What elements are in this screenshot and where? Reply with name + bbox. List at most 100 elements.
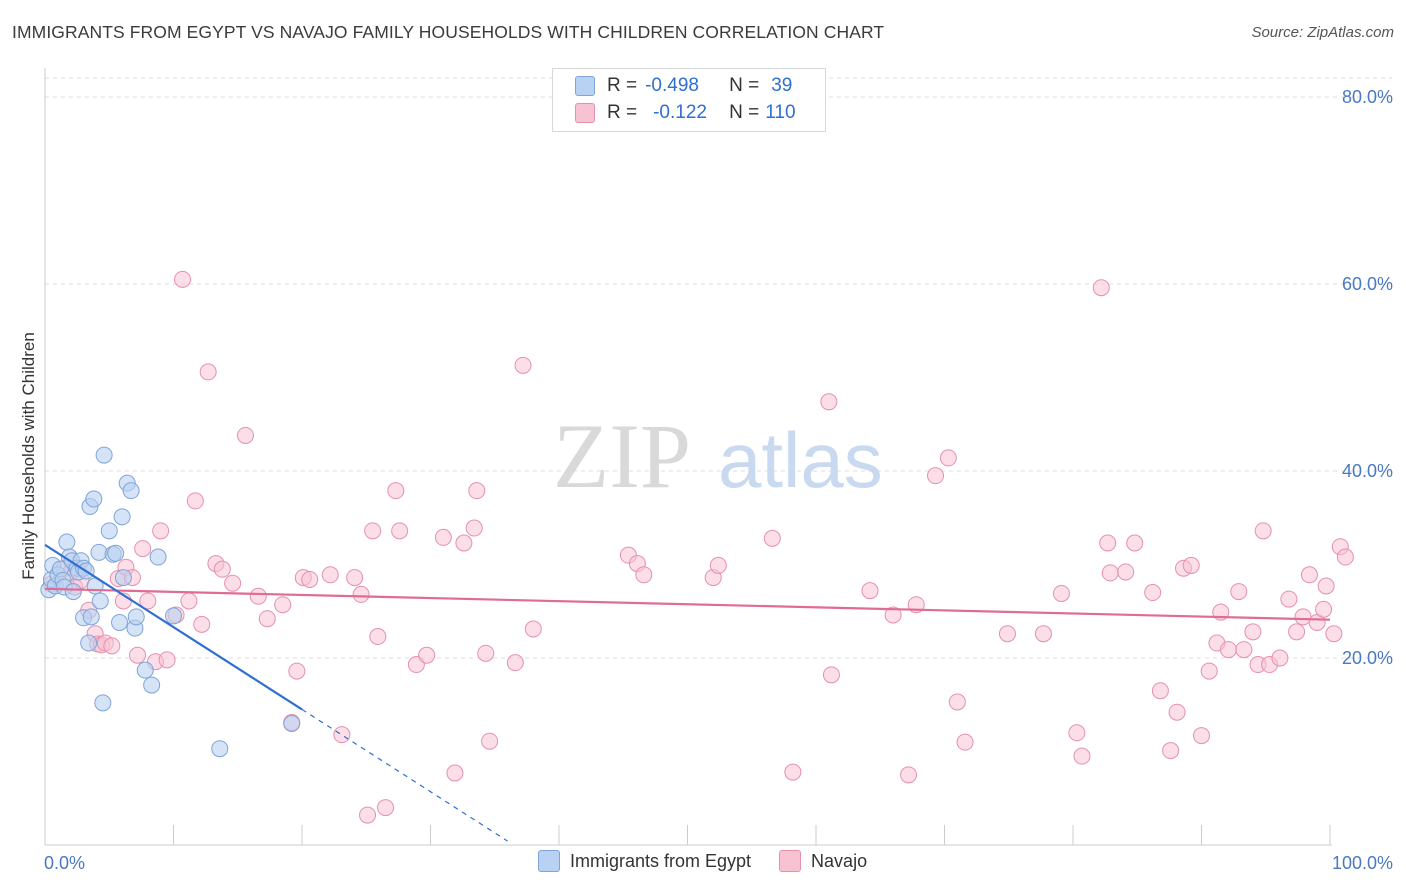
navajo-point bbox=[468, 482, 486, 500]
legend-row-egypt: R = -0.498 N = 39 bbox=[575, 74, 792, 98]
navajo-point bbox=[1230, 583, 1248, 601]
legend-swatch-egypt bbox=[538, 850, 560, 872]
navajo-point bbox=[359, 806, 377, 824]
navajo-point bbox=[1288, 623, 1306, 641]
navajo-point bbox=[1317, 577, 1335, 595]
navajo-point bbox=[939, 449, 957, 467]
navajo-point bbox=[1235, 641, 1253, 659]
navajo-point bbox=[884, 606, 902, 624]
navajo-point bbox=[1193, 727, 1210, 745]
navajo-point bbox=[1151, 682, 1169, 700]
navajo-point bbox=[1336, 548, 1354, 566]
egypt-point bbox=[94, 694, 112, 712]
navajo-trend-line bbox=[44, 587, 1331, 621]
navajo-point bbox=[1068, 724, 1086, 742]
navajo-point bbox=[418, 646, 436, 664]
navajo-point bbox=[1168, 703, 1186, 721]
navajo-point bbox=[998, 625, 1016, 643]
navajo-point bbox=[861, 582, 879, 600]
navajo-point bbox=[434, 528, 452, 546]
x-tick-label-min: 0.0% bbox=[44, 853, 85, 873]
navajo-point bbox=[1325, 625, 1343, 643]
egypt-point bbox=[90, 543, 108, 561]
navajo-point bbox=[1200, 662, 1218, 680]
navajo-point bbox=[180, 592, 198, 610]
legend-item-navajo: Navajo bbox=[779, 850, 867, 872]
navajo-point bbox=[446, 764, 464, 782]
navajo-point bbox=[199, 363, 217, 381]
egypt-point bbox=[80, 634, 98, 652]
legend-item-egypt: Immigrants from Egypt bbox=[538, 850, 751, 872]
tick-labels: 20.0% 40.0% 60.0% 80.0% 0.0% 100.0% bbox=[44, 87, 1393, 873]
navajo-point bbox=[1294, 608, 1312, 626]
navajo-point bbox=[1101, 564, 1119, 582]
navajo-point bbox=[193, 615, 211, 633]
navajo-point bbox=[364, 522, 382, 540]
y-tick-label-60: 60.0% bbox=[1342, 274, 1393, 294]
navajo-point bbox=[1099, 534, 1117, 552]
navajo-point bbox=[1280, 590, 1298, 608]
legend-r-value-egypt: -0.498 bbox=[645, 75, 699, 96]
egypt-point bbox=[113, 508, 131, 526]
legend-n-label: N = bbox=[729, 102, 760, 123]
navajo-point bbox=[506, 654, 524, 672]
navajo-point bbox=[391, 522, 409, 540]
navajo-point bbox=[129, 646, 147, 664]
legend-r-value-navajo: -0.122 bbox=[653, 102, 707, 123]
series-legend: Immigrants from Egypt Navajo bbox=[538, 850, 895, 872]
navajo-point bbox=[514, 356, 532, 374]
correlation-legend: R = -0.498 N = 39 R = -0.122 N = 110 bbox=[552, 68, 826, 132]
egypt-point bbox=[114, 569, 132, 587]
navajo-point bbox=[1034, 625, 1052, 643]
navajo-point bbox=[134, 540, 152, 558]
egypt-point bbox=[136, 661, 154, 679]
egypt-point bbox=[165, 607, 182, 625]
navajo-point bbox=[465, 519, 483, 537]
navajo-point bbox=[1144, 584, 1162, 602]
y-tick-label-20: 20.0% bbox=[1342, 648, 1393, 668]
legend-n-label: N = bbox=[729, 75, 760, 96]
navajo-point bbox=[1162, 742, 1180, 760]
legend-label-navajo: Navajo bbox=[811, 850, 868, 871]
y-tick-label-80: 80.0% bbox=[1342, 87, 1393, 107]
egypt-point bbox=[149, 548, 167, 566]
navajo-point bbox=[1182, 556, 1200, 574]
navajo-point bbox=[158, 651, 176, 669]
navajo-point bbox=[1244, 623, 1262, 641]
navajo-point bbox=[352, 585, 370, 603]
navajo-point bbox=[213, 560, 231, 578]
navajo-point bbox=[455, 534, 473, 552]
navajo-point bbox=[1092, 279, 1110, 297]
navajo-point bbox=[948, 693, 966, 711]
navajo-point bbox=[477, 644, 495, 662]
navajo-point bbox=[1315, 600, 1333, 618]
legend-r-label: R = bbox=[607, 75, 638, 96]
navajo-point bbox=[274, 596, 292, 614]
egypt-point bbox=[95, 446, 113, 464]
egypt-point bbox=[107, 544, 125, 562]
navajo-point bbox=[103, 637, 121, 655]
legend-n-value-egypt: 39 bbox=[771, 75, 793, 96]
navajo-point bbox=[346, 569, 364, 587]
navajo-point bbox=[258, 610, 276, 628]
egypt-point bbox=[127, 608, 145, 626]
legend-label-egypt: Immigrants from Egypt bbox=[570, 850, 752, 871]
legend-n-value-navajo: 110 bbox=[765, 102, 796, 123]
navajo-point bbox=[321, 566, 339, 584]
navajo-point bbox=[524, 620, 542, 638]
navajo-point bbox=[709, 556, 727, 574]
navajo-point bbox=[820, 393, 838, 411]
navajo-point bbox=[139, 592, 157, 610]
navajo-point bbox=[763, 529, 781, 547]
egypt-point bbox=[82, 608, 100, 626]
egypt-point bbox=[283, 714, 301, 732]
watermark: ZIP atlas bbox=[553, 405, 883, 507]
navajo-point bbox=[173, 270, 191, 288]
egypt-point bbox=[58, 533, 76, 551]
source-label: Source: ZipAtlas.com bbox=[1251, 24, 1394, 41]
navajo-point bbox=[635, 566, 653, 584]
navajo-point bbox=[288, 662, 306, 680]
navajo-points bbox=[42, 270, 1354, 824]
egypt-point bbox=[64, 583, 82, 601]
